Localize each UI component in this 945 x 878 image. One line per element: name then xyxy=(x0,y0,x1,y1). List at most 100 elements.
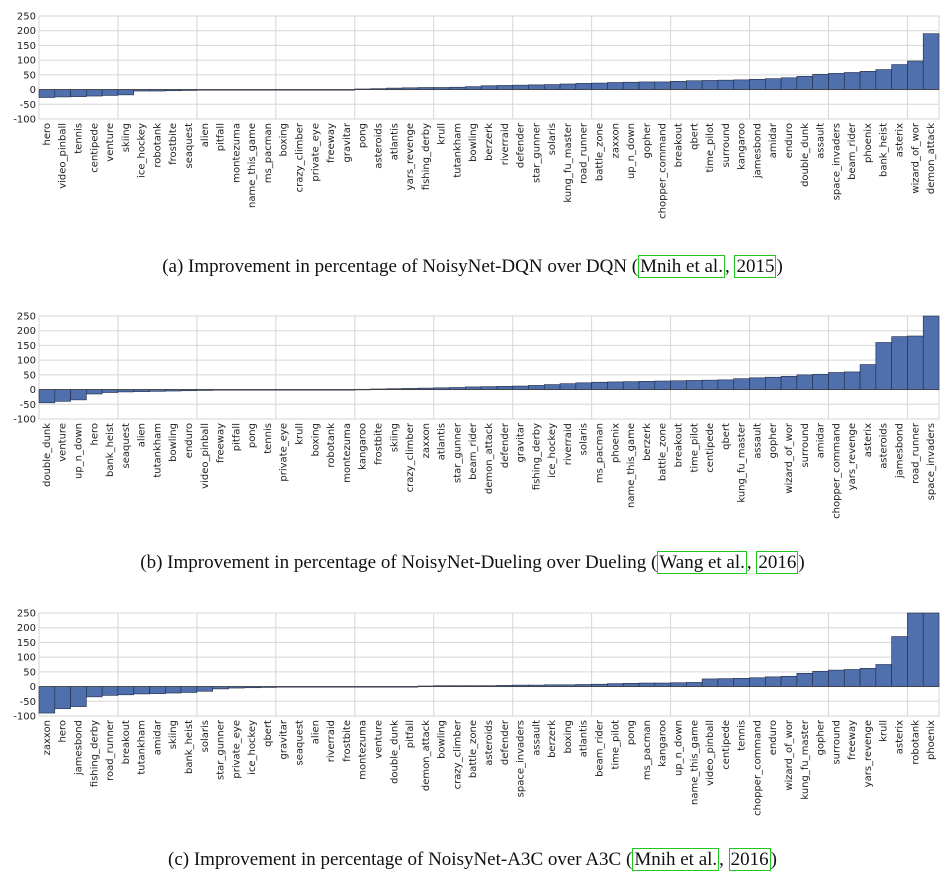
x-tick-label: pitfall xyxy=(231,423,242,451)
x-tick-label: asterix xyxy=(895,720,906,754)
y-tick-label: 100 xyxy=(17,56,36,67)
bar-a-phoenix xyxy=(859,71,877,90)
bar-b-up_n_down xyxy=(70,389,87,401)
x-tick-label: montezuma xyxy=(231,123,242,183)
bar-chart-c: -100 -50 0 50 100 150 200 250 zaxxon hero jamesbon… xyxy=(13,609,940,816)
citation-year-link[interactable]: 2016 xyxy=(756,551,799,574)
y-tick-label: 200 xyxy=(17,326,36,337)
y-tick-label: 100 xyxy=(17,653,36,664)
x-tick-label: tutankham xyxy=(152,423,163,478)
x-tick-label: phoenix xyxy=(926,720,937,760)
bar-b-gopher xyxy=(765,376,782,390)
x-tick-label: defender xyxy=(500,422,511,468)
bar-c-ms_pacman xyxy=(638,682,656,687)
bar-c-gopher xyxy=(812,670,829,687)
x-tick-label: surround xyxy=(831,720,842,765)
x-tick-label: skiing xyxy=(389,423,400,452)
bar-b-ms_pacman xyxy=(591,381,608,390)
bar-a-double_dunk xyxy=(796,76,813,90)
citation-year-link[interactable]: 2015 xyxy=(734,255,777,278)
y-tick-label: 50 xyxy=(23,70,36,81)
x-tick-label: ice_hockey xyxy=(547,423,558,478)
x-tick-label: jamesbond xyxy=(895,423,906,479)
caption-a-suffix: ) xyxy=(776,256,783,277)
bar-c-krull xyxy=(875,664,892,687)
plot-frame xyxy=(38,315,940,420)
bar-b-fishing_derby xyxy=(528,385,545,390)
x-tick-label: beam_rider xyxy=(595,719,606,777)
bar-c-freeway xyxy=(843,669,861,687)
bar-a-beam_rider xyxy=(843,72,861,90)
x-tick-label: freeway xyxy=(326,123,337,163)
x-tick-label: frostbite xyxy=(373,423,384,465)
x-tick-label: asteroids xyxy=(484,720,495,766)
plot-frame xyxy=(38,612,940,717)
x-tick-label: robotank xyxy=(326,423,337,468)
bar-a-surround xyxy=(717,79,735,90)
citation-author-link[interactable]: Mnih et al. xyxy=(638,255,725,278)
x-tick-label: private_eye xyxy=(231,720,242,779)
x-tick-label: star_gunner xyxy=(216,719,227,780)
caption-b-suffix: ) xyxy=(798,552,805,573)
x-tick-label: bowling xyxy=(437,720,448,759)
x-tick-label: asterix xyxy=(863,423,874,457)
x-tick-label: fishing_derby xyxy=(89,720,100,787)
bar-a-asterix xyxy=(891,64,908,90)
bar-c-tennis xyxy=(733,678,750,687)
x-tick-label: bowling xyxy=(468,123,479,162)
bar-a-hero xyxy=(38,89,56,98)
bar-b-time_pilot xyxy=(686,380,703,390)
caption-b: (b) Improvement in percentage of NoisyNe… xyxy=(0,551,945,574)
bar-c-surround xyxy=(828,669,845,687)
bar-a-zaxxon xyxy=(607,82,624,90)
y-tick-label: 50 xyxy=(23,667,36,678)
x-tick-label: name_this_game xyxy=(626,423,637,508)
x-tick-label: breakout xyxy=(673,423,684,467)
bar-b-breakout xyxy=(670,380,687,390)
citation-author-link[interactable]: Mnih et al. xyxy=(632,848,720,871)
bar-a-time_pilot xyxy=(701,80,719,90)
x-tick-label: pong xyxy=(247,423,258,448)
bar-c-amidar xyxy=(149,686,166,694)
bar-b-surround xyxy=(796,374,813,390)
x-tick-label: ms_pacman xyxy=(642,720,653,780)
y-tick-label: 150 xyxy=(17,638,36,649)
x-tick-label: gopher xyxy=(768,422,779,458)
x-tick-label: montezuma xyxy=(342,423,353,483)
x-tick-label: qbert xyxy=(689,123,700,150)
x-tick-label: road_runner xyxy=(579,122,590,184)
x-tick-label: video_pinball xyxy=(58,123,69,189)
x-tick-label: pitfall xyxy=(405,720,416,748)
bar-a-bank_heist xyxy=(875,69,892,90)
x-tick-label: asterix xyxy=(895,123,906,157)
bar-a-solaris xyxy=(543,84,561,90)
x-tick-label: qbert xyxy=(721,423,732,450)
x-tick-label: phoenix xyxy=(863,123,874,163)
bar-b-road_runner xyxy=(907,335,924,390)
x-tick-label: ms_pacman xyxy=(263,123,274,183)
x-tick-label: solaris xyxy=(547,123,558,155)
bar-a-assault xyxy=(812,73,829,90)
citation-year-link[interactable]: 2016 xyxy=(728,848,771,871)
x-tick-label: solaris xyxy=(200,720,211,752)
x-tick-label: assault xyxy=(752,423,763,459)
bar-c-yars_revenge xyxy=(859,668,877,687)
x-tick-label: name_this_game xyxy=(689,720,700,805)
x-tick-label: yars_revenge xyxy=(405,123,416,190)
x-tick-label: freeway xyxy=(216,423,227,463)
y-tick-label: 200 xyxy=(17,26,36,37)
x-tick-label: star_gunner xyxy=(452,422,463,483)
bar-c-kung_fu_master xyxy=(796,673,813,687)
x-tick-label: solaris xyxy=(579,423,590,455)
caption-b-prefix: (b) Improvement in percentage of NoisyNe… xyxy=(140,552,658,573)
bar-c-wizard_of_wor xyxy=(780,675,798,687)
bar-c-jamesbond xyxy=(70,686,87,707)
x-tick-label: up_n_down xyxy=(626,123,637,179)
x-tick-label: hero xyxy=(42,123,53,146)
caption-a: (a) Improvement in percentage of NoisyNe… xyxy=(0,255,945,278)
y-tick-label: 50 xyxy=(23,370,36,381)
plot-frame xyxy=(38,15,940,120)
bar-a-up_n_down xyxy=(622,81,640,90)
bar-a-breakout xyxy=(670,81,687,90)
citation-author-link[interactable]: Wang et al. xyxy=(657,551,747,574)
